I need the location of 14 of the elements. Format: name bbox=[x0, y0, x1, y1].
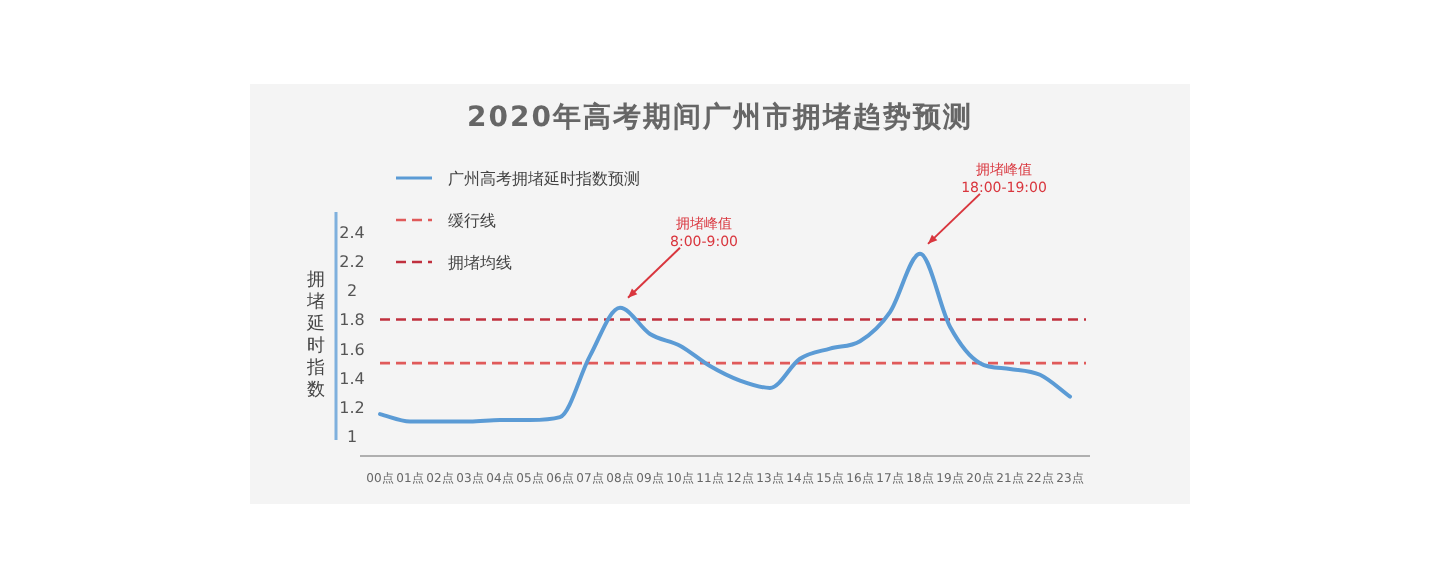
legend-label: 拥堵均线 bbox=[448, 254, 512, 272]
y-tick-label: 1 bbox=[346, 428, 358, 446]
y-tick-label: 2.4 bbox=[339, 224, 365, 242]
y-axis-title: 拥堵延时指数 bbox=[305, 269, 325, 401]
y-tick-label: 1.4 bbox=[339, 369, 365, 388]
legend-label: 缓行线 bbox=[448, 212, 496, 230]
chart-title: 2020年高考期间广州市拥堵趋势预测 bbox=[467, 100, 973, 134]
legend-label: 广州高考拥堵延时指数预测 bbox=[448, 170, 640, 188]
y-tick-label: 2.2 bbox=[339, 253, 365, 272]
line-series bbox=[378, 251, 1072, 424]
y-tick-label: 1.2 bbox=[339, 398, 365, 417]
y-tick-label: 1.8 bbox=[339, 311, 365, 330]
y-tick-label: 1.6 bbox=[339, 340, 365, 359]
y-tick-label: 2 bbox=[346, 282, 358, 301]
